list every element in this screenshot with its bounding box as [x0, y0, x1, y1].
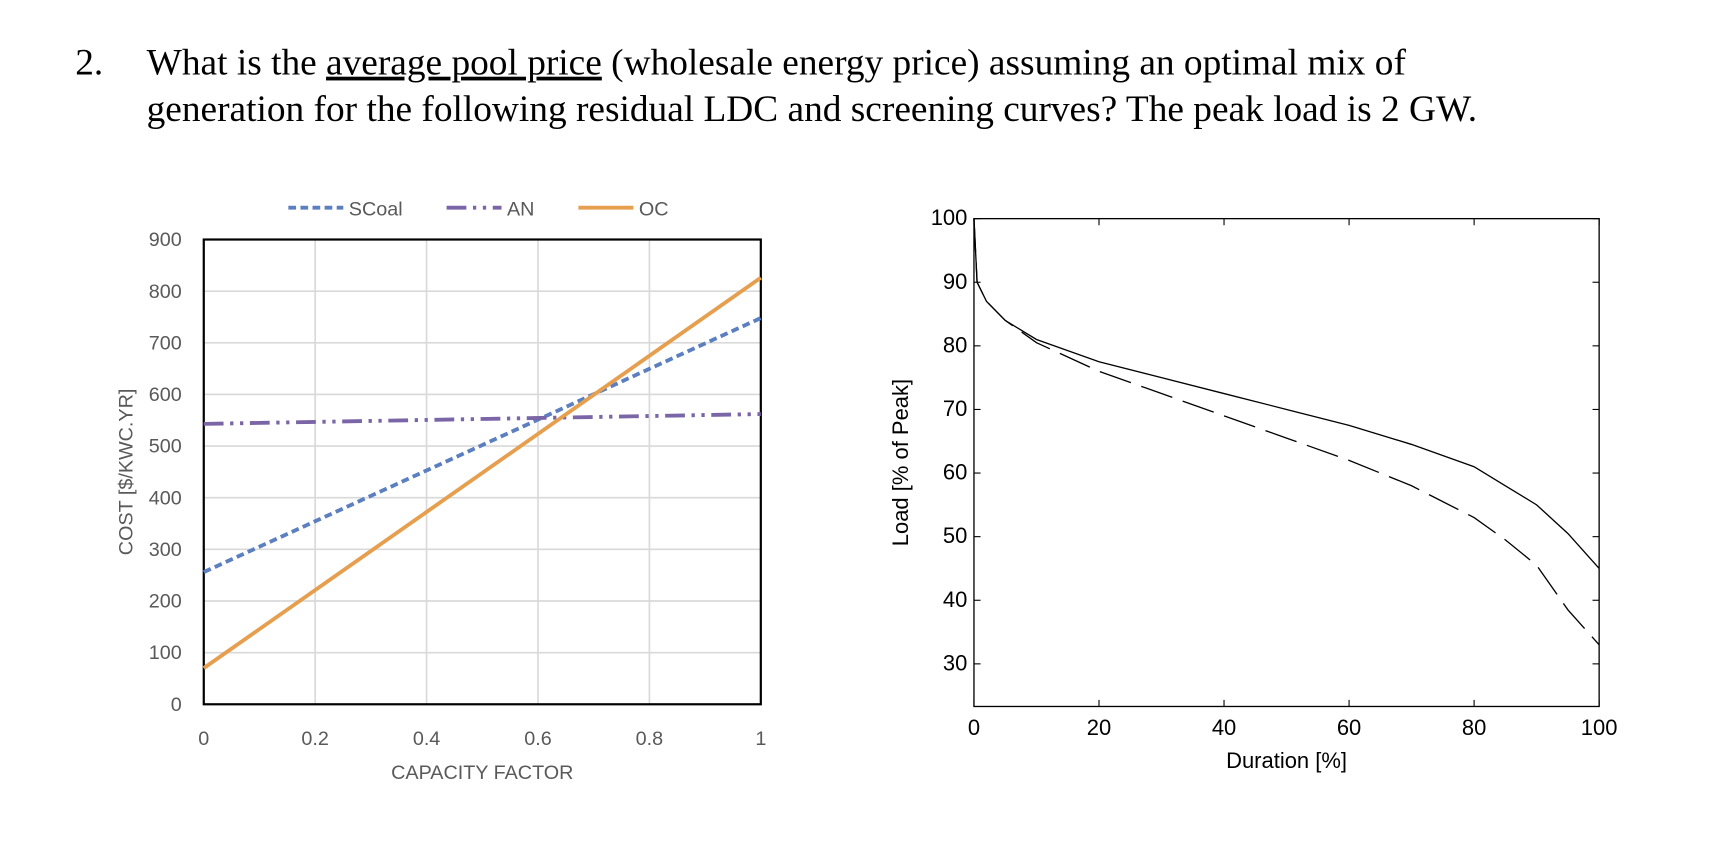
y-tick-label: 40 — [943, 587, 967, 612]
x-tick-label: 0 — [198, 728, 209, 750]
legend-label: SCoal — [349, 198, 403, 220]
y-tick-label: 500 — [149, 436, 182, 458]
y-tick-label: 70 — [943, 396, 967, 421]
x-tick-label: 20 — [1087, 715, 1111, 740]
y-tick-label: 900 — [149, 229, 182, 251]
question-text: What is the — [147, 43, 326, 84]
x-axis-label: CAPACITY FACTOR — [391, 762, 573, 784]
x-tick-label: 0 — [968, 715, 980, 740]
series-line — [973, 218, 1600, 646]
y-tick-label: 700 — [149, 332, 182, 354]
y-tick-label: 60 — [943, 460, 967, 485]
x-tick-label: 100 — [1581, 715, 1618, 740]
plot-frame — [202, 238, 762, 706]
y-tick-label: 30 — [943, 650, 967, 675]
x-tick-label: 0.6 — [524, 728, 551, 750]
x-tick-label: 1 — [755, 728, 766, 750]
x-tick-label: 0.2 — [301, 728, 328, 750]
question-number: 2. — [75, 43, 103, 84]
legend-label: OC — [639, 198, 669, 220]
y-axis-label: COST [$/KWC.YR] — [115, 389, 137, 556]
x-tick-label: 80 — [1462, 715, 1486, 740]
y-tick-label: 100 — [149, 642, 182, 664]
question-emphasis: average pool price — [326, 43, 602, 84]
y-tick-label: 200 — [149, 591, 182, 613]
y-tick-label: 600 — [149, 384, 182, 406]
x-tick-label: 0.8 — [636, 728, 663, 750]
x-tick-label: 40 — [1212, 715, 1236, 740]
y-axis-label: Load [% of Peak] — [888, 379, 913, 546]
question-text: (wholesale energy price) assuming an opt… — [602, 43, 1407, 84]
ldc-chart: 30 40 50 60 70 80 90 100 0 20 40 60 80 100 Duration [%… — [888, 205, 1617, 773]
legend-label: AN — [507, 198, 534, 220]
y-tick-label: 800 — [149, 281, 182, 303]
y-tick-label: 400 — [149, 487, 182, 509]
y-tick-label: 300 — [149, 539, 182, 561]
series-line — [202, 276, 762, 670]
x-axis-label: Duration [%] — [1226, 748, 1347, 773]
y-tick-label: 80 — [943, 332, 967, 357]
y-tick-label: 100 — [931, 205, 968, 230]
y-tick-label: 90 — [943, 269, 967, 294]
y-tick-label: 50 — [943, 523, 967, 548]
series-line — [973, 218, 1600, 569]
question-line: What is the average pool price (wholesal… — [147, 43, 1407, 84]
x-tick-label: 60 — [1337, 715, 1361, 740]
y-tick-label: 0 — [171, 694, 182, 716]
series-line — [202, 316, 762, 574]
plot-frame — [973, 217, 1600, 708]
question-line: generation for the following residual LD… — [147, 89, 1478, 130]
screening-chart: 0 100 200 300 400 500 600 700 800 900 0 0.2 0.4 0.6 0.… — [115, 198, 766, 784]
x-tick-label: 0.4 — [413, 728, 440, 750]
series-line — [203, 412, 761, 426]
